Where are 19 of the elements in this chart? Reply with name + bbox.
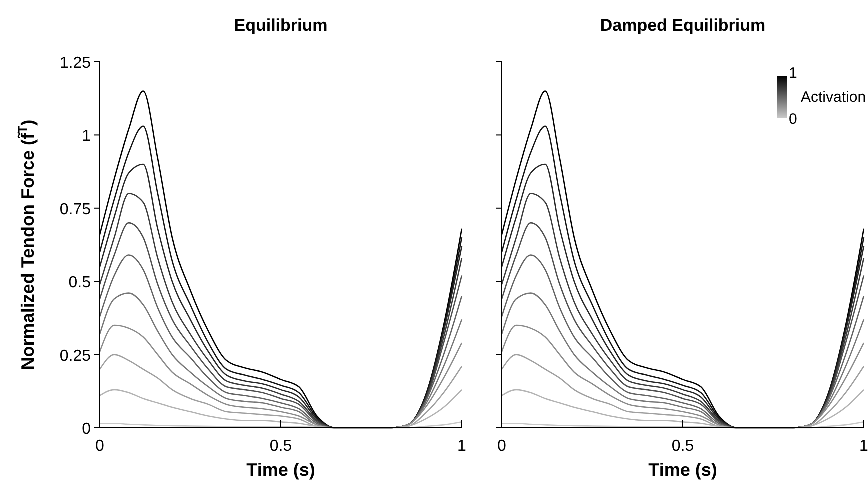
x-tick-label: 1 (860, 438, 868, 455)
y-tick-label: 0.75 (60, 201, 92, 218)
chart-title: Equilibrium (234, 16, 328, 35)
x-tick-label: 0 (96, 438, 105, 455)
x-tick-label: 0.5 (270, 438, 292, 455)
y-tick-label: 1 (82, 128, 92, 146)
annotation: 0 (789, 111, 798, 128)
x-tick-label: 1 (458, 438, 467, 455)
annotation: 1 (789, 65, 798, 82)
color-bar-title: Activation (801, 89, 866, 106)
y-tick-label: 0.5 (68, 274, 92, 292)
y-tick-label: 0 (82, 421, 92, 438)
y-tick-label: 1.25 (60, 55, 92, 72)
x-axis-title: Time (s) (246, 460, 316, 480)
x-tick-label: 0.5 (672, 438, 694, 455)
x-axis-title: Time (s) (648, 460, 718, 480)
x-tick-label: 0 (498, 438, 507, 455)
chart-title: Damped Equilibrium (600, 16, 766, 35)
y-tick-label: 0.25 (60, 348, 92, 365)
